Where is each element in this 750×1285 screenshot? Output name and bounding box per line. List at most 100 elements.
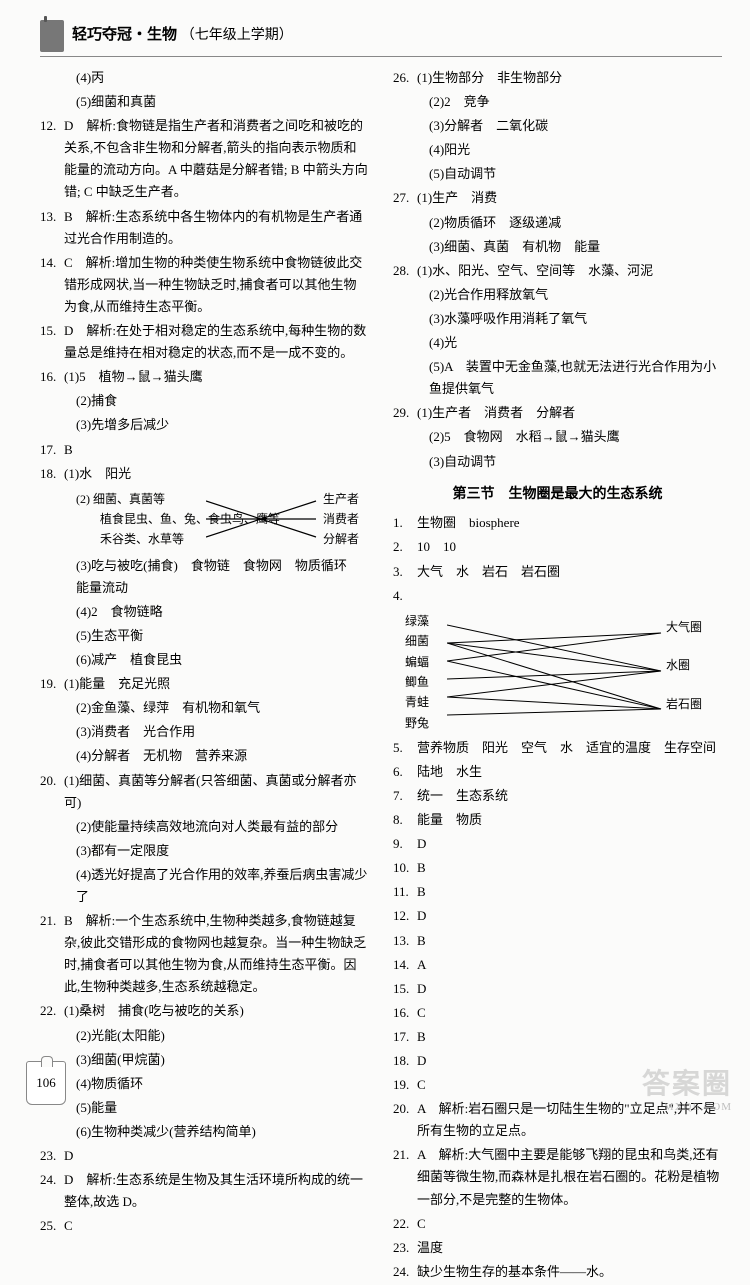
item-body: (1)生产 消费 <box>417 187 722 209</box>
item-body: 营养物质 阳光 空气 水 适宜的温度 生存空间 <box>417 737 722 759</box>
item-lead: C <box>64 1215 369 1237</box>
item-body: C <box>417 1002 722 1024</box>
item-body: D 解析:生态系统是生物及其生活环境所构成的统一整体,故选 D。 <box>64 1169 369 1213</box>
item-sub: (2)捕食 <box>40 390 369 412</box>
item-sub: (2)金鱼藻、绿萍 有机物和氧气 <box>40 697 369 719</box>
item-lead: 缺少生物生存的基本条件——水。 <box>417 1261 722 1283</box>
item-number: 15. <box>393 978 417 1000</box>
item-sub: (2)使能量持续高效地流向对人类最有益的部分 <box>40 816 369 838</box>
item-number: 21. <box>40 910 64 998</box>
sphere-left-row: 蝙蝠 <box>405 652 429 672</box>
sphere-right: 大气圈水圈岩石圈 <box>666 611 702 714</box>
item-number: 14. <box>393 954 417 976</box>
pre-item: (4)丙 <box>40 67 369 89</box>
item-number: 17. <box>40 439 64 461</box>
sphere-left-row: 鲫鱼 <box>405 672 429 692</box>
answer-item: 24.缺少生物生存的基本条件——水。 <box>393 1261 722 1283</box>
answer-item: 13.B <box>393 930 722 952</box>
item-lead: 能量 物质 <box>417 809 722 831</box>
answer-item: 23.温度 <box>393 1237 722 1259</box>
item-sub: (3)先增多后减少 <box>40 414 369 436</box>
item-body: D 解析:在处于相对稳定的生态系统中,每种生物的数量总是维持在相对稳定的状态,而… <box>64 320 369 364</box>
item-number: 22. <box>40 1000 64 1022</box>
cross-lines <box>206 493 326 547</box>
item-body: B <box>417 1026 722 1048</box>
item-sub: (4)分解者 无机物 营养来源 <box>40 745 369 767</box>
item-number: 20. <box>393 1098 417 1142</box>
page-header: 轻巧夺冠・生物 （七年级上学期） <box>40 20 722 57</box>
watermark-url: MXQE.COM <box>664 1098 732 1117</box>
sphere-right-row: 大气圈 <box>666 617 702 637</box>
item-sub: (5)自动调节 <box>393 163 722 185</box>
item-lead: B <box>417 857 722 879</box>
answer-item: 28.(1)水、阳光、空气、空间等 水藻、河泥 <box>393 260 722 282</box>
answer-item: 3.大气 水 岩石 岩石圈 <box>393 561 722 583</box>
sphere-right-row: 水圈 <box>666 655 702 675</box>
item-body: D 解析:食物链是指生产者和消费者之间吃和被吃的关系,不包含非生物和分解者,箭头… <box>64 115 369 203</box>
page-number: 106 <box>36 1072 56 1094</box>
item-body: (1)桑树 捕食(吃与被吃的关系) <box>64 1000 369 1022</box>
answer-item: 7.统一 生态系统 <box>393 785 722 807</box>
item-number: 12. <box>393 905 417 927</box>
answer-item: 19.(1)能量 充足光照 <box>40 673 369 695</box>
item-number: 12. <box>40 115 64 203</box>
title-grade: （七年级上学期） <box>181 28 293 43</box>
answer-item: 21.A 解析:大气圈中主要是能够飞翔的昆虫和鸟类,还有细菌等微生物,而森林是扎… <box>393 1144 722 1210</box>
item-number: 10. <box>393 857 417 879</box>
item-body: B 解析:一个生态系统中,生物种类越多,食物链越复杂,彼此交错形成的食物网也越复… <box>64 910 369 998</box>
answer-item: 12.D <box>393 905 722 927</box>
item-body: D <box>64 1145 369 1167</box>
item-sub: (5)能量 <box>40 1097 369 1119</box>
sphere-lines <box>447 617 667 725</box>
item-body: B <box>417 930 722 952</box>
title-subject: 生物 <box>147 27 177 43</box>
answer-item: 22.(1)桑树 捕食(吃与被吃的关系) <box>40 1000 369 1022</box>
item-lead: B <box>417 1026 722 1048</box>
item-lead: D <box>417 833 722 855</box>
item-lead: (1)生产 消费 <box>417 187 722 209</box>
item-body: 温度 <box>417 1237 722 1259</box>
answer-item: 11.B <box>393 881 722 903</box>
item-sub: (6)生物种类减少(营养结构简单) <box>40 1121 369 1143</box>
item-lead: A 解析:大气圈中主要是能够飞翔的昆虫和鸟类,还有细菌等微生物,而森林是扎根在岩… <box>417 1144 722 1210</box>
answer-item: 29.(1)生产者 消费者 分解者 <box>393 402 722 424</box>
item-body: C <box>417 1213 722 1235</box>
matching-diagram: (2) 细菌、真菌等 植食昆虫、鱼、兔、食虫鸟、鹰等 禾谷类、水草等生产者消费者… <box>76 489 369 551</box>
item-number: 14. <box>40 252 64 318</box>
item-number: 16. <box>393 1002 417 1024</box>
item-body: B 解析:生态系统中各生物体内的有机物是生产者通过光合作用制造的。 <box>64 206 369 250</box>
answer-item: 25.C <box>40 1215 369 1237</box>
item-number: 13. <box>393 930 417 952</box>
item-body: 10 10 <box>417 536 722 558</box>
item-body: B <box>417 881 722 903</box>
answer-item: 15.D <box>393 978 722 1000</box>
answer-item: 15.D 解析:在处于相对稳定的生态系统中,每种生物的数量总是维持在相对稳定的状… <box>40 320 369 364</box>
item-sub: (3)细菌、真菌 有机物 能量 <box>393 236 722 258</box>
item-sub: (5)生态平衡 <box>40 625 369 647</box>
item-sub: (2)光能(太阳能) <box>40 1025 369 1047</box>
item-lead: 生物圈 biosphere <box>417 512 722 534</box>
diagram-right-row: 生产者 <box>323 489 359 509</box>
item-lead: B <box>417 881 722 903</box>
item-lead: (1)生产者 消费者 分解者 <box>417 402 722 424</box>
item-sub: (6)减产 植食昆虫 <box>40 649 369 671</box>
sphere-left-row: 细菌 <box>405 631 429 651</box>
answer-item: 20.(1)细菌、真菌等分解者(只答细菌、真菌或分解者亦可) <box>40 770 369 814</box>
item-number: 6. <box>393 761 417 783</box>
item-body: C 解析:增加生物的种类使生物系统中食物链彼此交错形成网状,当一种生物缺乏时,捕… <box>64 252 369 318</box>
sphere-left-row: 野兔 <box>405 713 429 733</box>
item-number: 2. <box>393 536 417 558</box>
item-number: 4. <box>393 585 417 607</box>
pre-item: (5)细菌和真菌 <box>40 91 369 113</box>
diagram-right-row: 分解者 <box>323 529 359 549</box>
answer-item: 24.D 解析:生态系统是生物及其生活环境所构成的统一整体,故选 D。 <box>40 1169 369 1213</box>
header-title: 轻巧夺冠・生物 （七年级上学期） <box>72 23 293 49</box>
answer-item: 14.C 解析:增加生物的种类使生物系统中食物链彼此交错形成网状,当一种生物缺乏… <box>40 252 369 318</box>
sphere-left: 绿藻细菌蝙蝠鲫鱼青蛙野兔 <box>405 611 429 733</box>
answer-item: 16.(1)5 植物→鼠→猫头鹰 <box>40 366 369 388</box>
page-number-badge: 106 <box>26 1061 66 1105</box>
content-columns: (4)丙(5)细菌和真菌12.D 解析:食物链是指生产者和消费者之间吃和被吃的关… <box>40 67 722 1285</box>
item-lead: (1)桑树 捕食(吃与被吃的关系) <box>64 1000 369 1022</box>
item-lead: D <box>64 1145 369 1167</box>
item-body: (1)生物部分 非生物部分 <box>417 67 722 89</box>
